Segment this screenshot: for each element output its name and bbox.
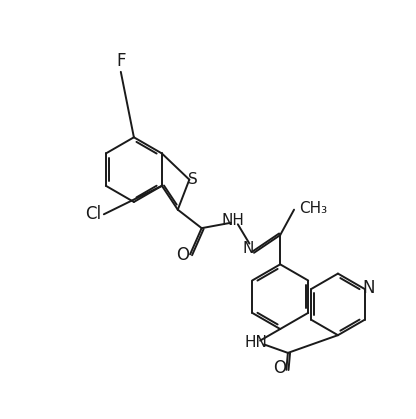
Text: N: N: [242, 241, 253, 256]
Text: O: O: [176, 246, 189, 264]
Text: O: O: [273, 359, 286, 377]
Text: Cl: Cl: [85, 205, 101, 223]
Text: CH₃: CH₃: [300, 201, 327, 216]
Text: S: S: [188, 172, 197, 187]
Text: N: N: [362, 279, 375, 297]
Text: NH: NH: [221, 213, 244, 228]
Text: HN: HN: [245, 335, 268, 350]
Text: F: F: [116, 52, 126, 70]
